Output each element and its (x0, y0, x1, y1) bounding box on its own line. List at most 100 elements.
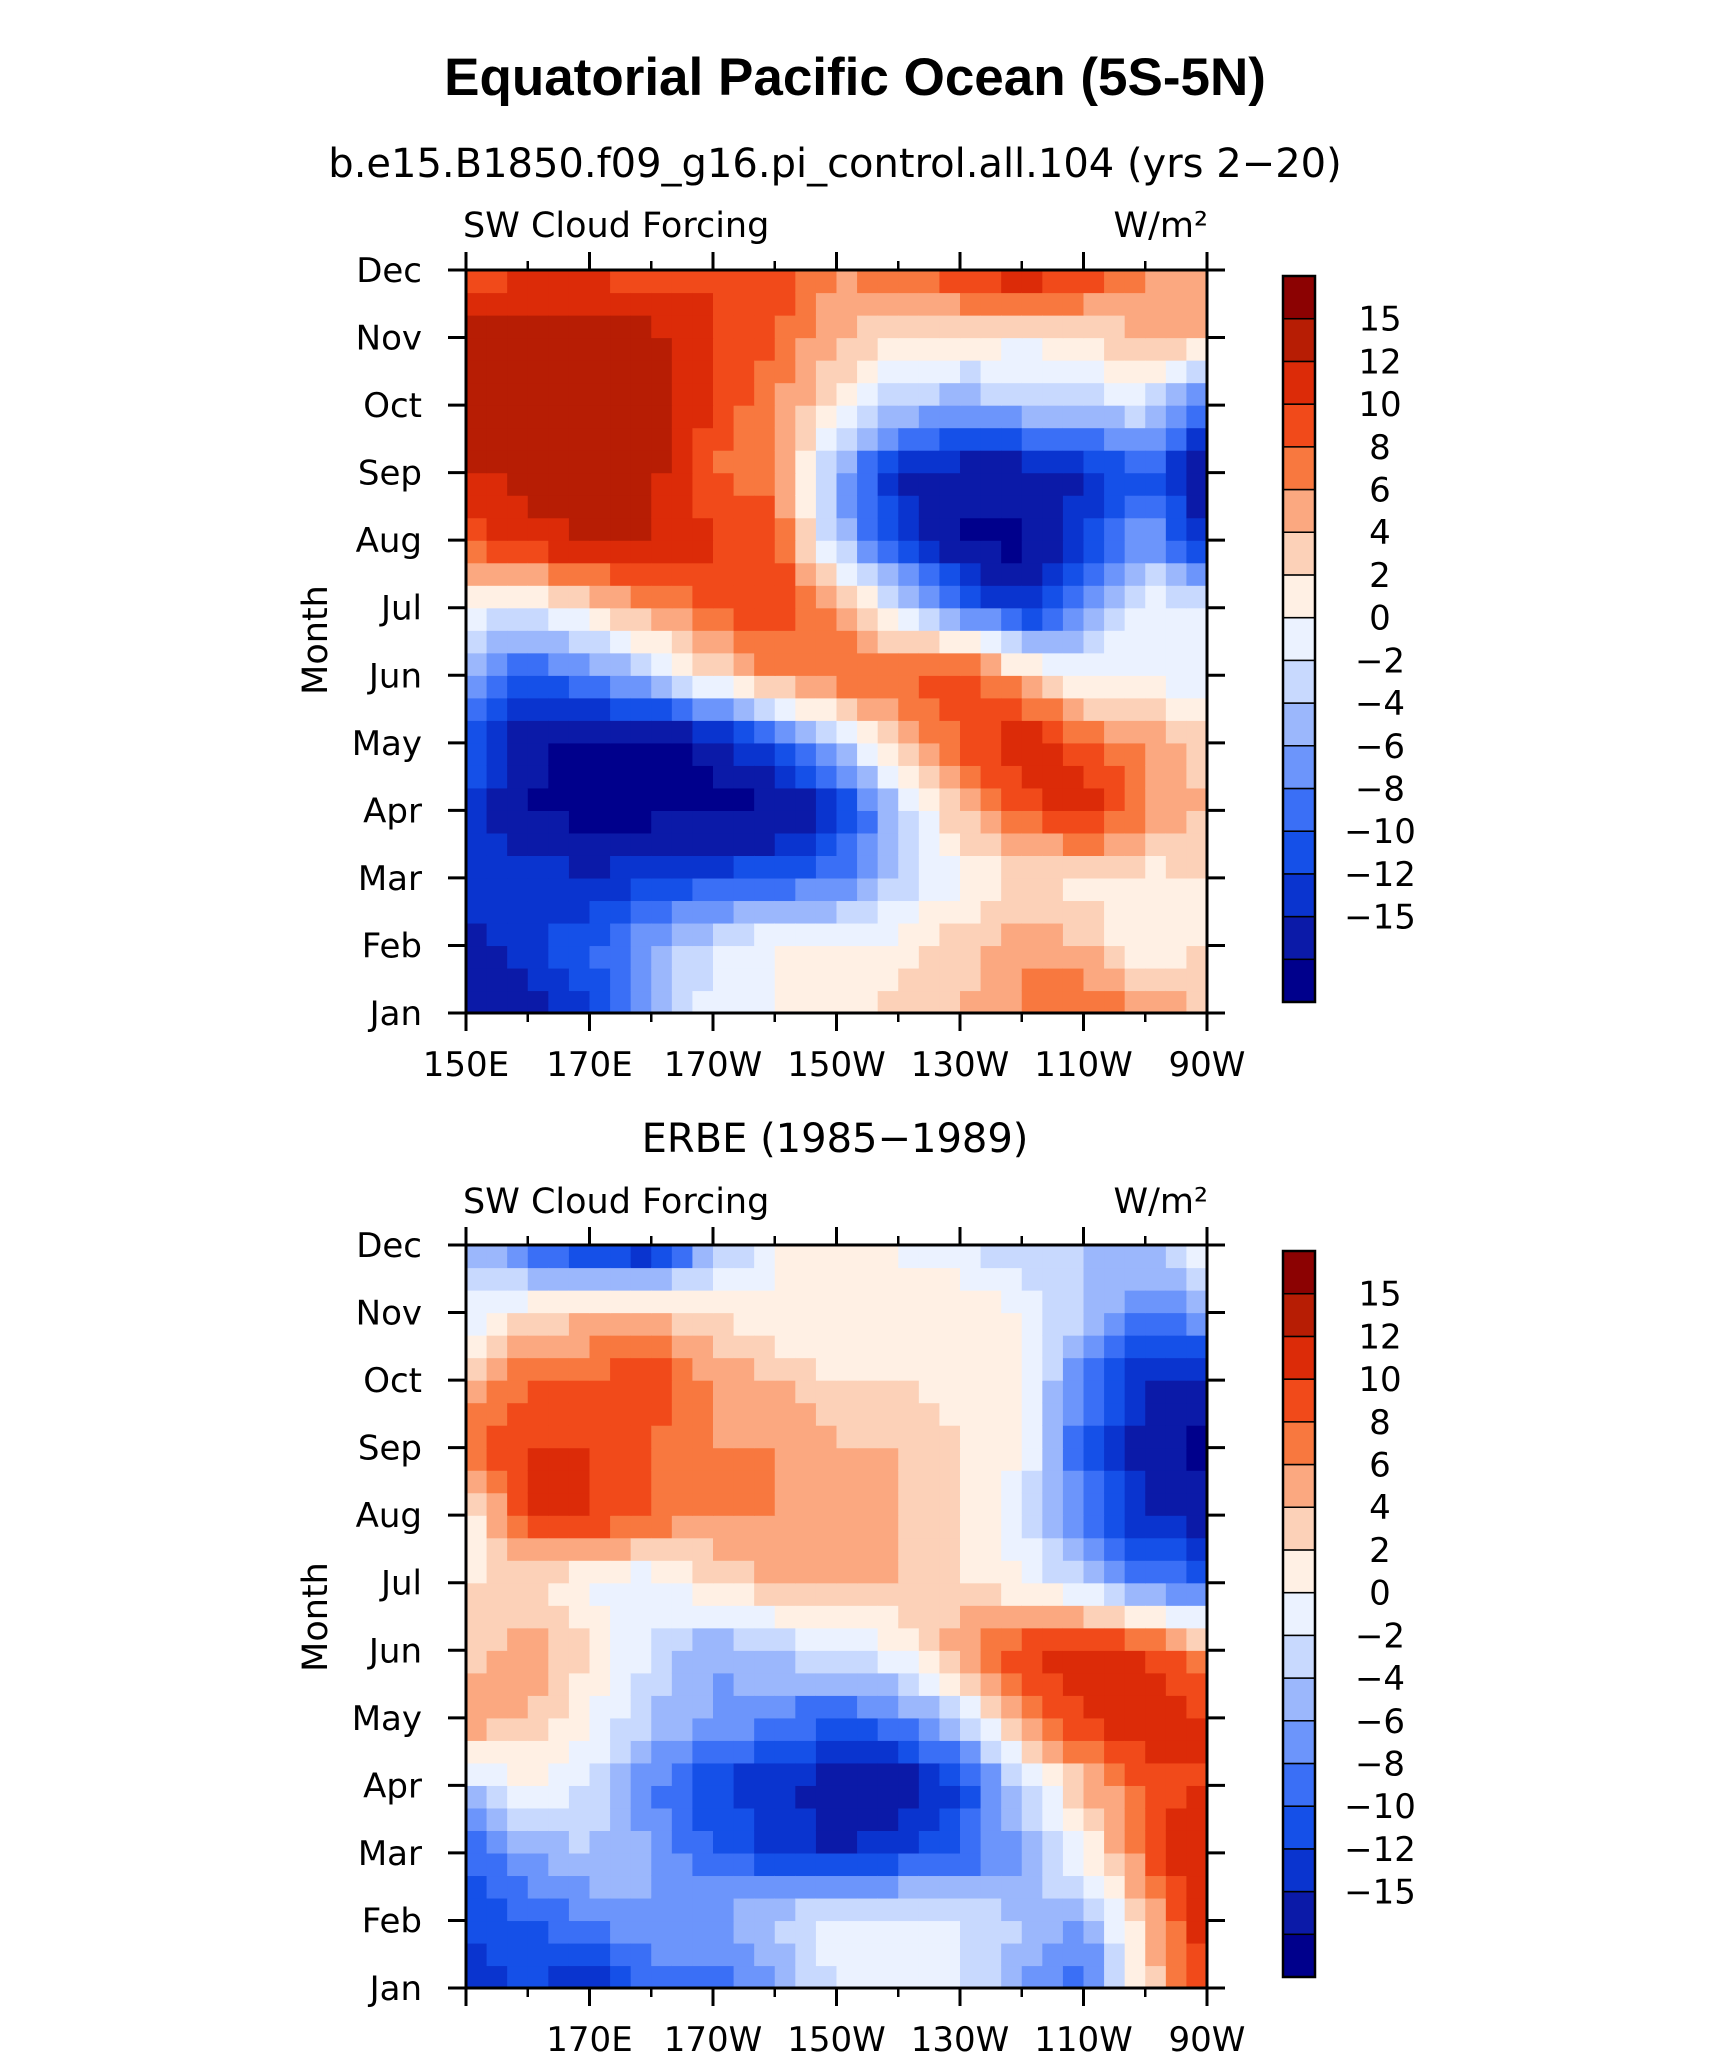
heatmap-cell (795, 1425, 817, 1449)
heatmap-cell (1145, 967, 1167, 992)
heatmap-cell (1062, 1965, 1085, 1989)
heatmap-cell (836, 630, 858, 654)
heatmap-cell (1062, 877, 1085, 902)
heatmap-cell (918, 1290, 941, 1314)
heatmap-cell (1021, 1695, 1043, 1719)
heatmap-cell (507, 1537, 529, 1561)
heatmap-cell (898, 1357, 920, 1381)
heatmap-cell (713, 450, 735, 474)
heatmap-cell (713, 720, 735, 744)
heatmap-cell (692, 1920, 714, 1944)
heatmap-cell (1001, 967, 1023, 992)
heatmap-cell (1083, 720, 1105, 744)
heatmap-cell (692, 315, 714, 339)
heatmap-cell (733, 900, 755, 924)
heatmap-cell (774, 1740, 796, 1764)
heatmap-cell (630, 855, 652, 879)
heatmap-cell (733, 922, 755, 947)
heatmap-cell (671, 270, 694, 294)
heatmap-cell (486, 1785, 508, 1809)
heatmap-cell (692, 990, 714, 1014)
heatmap-cell (1186, 652, 1208, 676)
colorbar-box (1282, 317, 1316, 363)
heatmap-cell (1104, 1537, 1126, 1561)
heatmap-cell (733, 405, 755, 429)
heatmap-cell (692, 1447, 714, 1471)
heatmap-cell (568, 990, 591, 1014)
heatmap-cell (1104, 652, 1126, 676)
heatmap-cell (857, 1425, 879, 1449)
heatmap-cell (713, 517, 735, 541)
heatmap-cell (815, 742, 838, 766)
heatmap-cell (836, 1920, 858, 1944)
heatmap-cell (1062, 292, 1085, 316)
heatmap-cell (1145, 540, 1167, 564)
heatmap-cell (486, 427, 508, 451)
heatmap-cell (1001, 742, 1023, 766)
heatmap-cell (671, 787, 694, 811)
heatmap-cell (857, 675, 879, 699)
heatmap-cell (733, 675, 755, 699)
heatmap-cell (1165, 315, 1188, 339)
heatmap-cell (1083, 1515, 1105, 1539)
heatmap-cell (815, 967, 838, 992)
heatmap-cell (568, 855, 591, 879)
heatmap-cell (980, 945, 1002, 969)
heatmap-cell (918, 787, 941, 811)
heatmap-cell (486, 540, 508, 564)
heatmap-cell (527, 382, 549, 406)
heatmap-cell (795, 517, 817, 541)
heatmap-cell (1186, 1290, 1208, 1314)
heatmap-cell (548, 607, 570, 631)
heatmap-cell (651, 1470, 673, 1494)
heatmap-cell (857, 1627, 879, 1651)
heatmap-cell (507, 1380, 529, 1404)
heatmap-cell (651, 337, 673, 361)
heatmap-cell (1001, 1357, 1023, 1381)
heatmap-cell (877, 517, 899, 541)
heatmap-cell (898, 1942, 920, 1967)
heatmap-cell (774, 472, 796, 496)
heatmap-cell (610, 1740, 632, 1764)
heatmap-cell (651, 832, 673, 856)
heatmap-cell (1165, 810, 1188, 834)
heatmap-cell (651, 1785, 673, 1809)
heatmap-cell (815, 922, 838, 947)
heatmap-cell (1124, 315, 1146, 339)
heatmap-cell (1186, 315, 1208, 339)
heatmap-cell (754, 810, 776, 834)
heatmap-cell (1042, 540, 1064, 564)
heatmap-cell (568, 877, 591, 902)
heatmap-cell (754, 1447, 776, 1471)
heatmap-cell (980, 1582, 1002, 1606)
heatmap-cell (1165, 1267, 1188, 1291)
heatmap-cell (795, 1447, 817, 1471)
heatmap-cell (1165, 1920, 1188, 1944)
colorbar-label: −12 (1344, 855, 1416, 895)
heatmap-cell (1021, 900, 1043, 924)
heatmap-cell (527, 1560, 549, 1584)
heatmap-cell (1165, 990, 1188, 1014)
heatmap-cell (692, 1762, 714, 1786)
heatmap-cell (589, 405, 611, 429)
heatmap-cell (630, 1605, 652, 1629)
heatmap-cell (857, 765, 879, 789)
heatmap-cell (507, 1605, 529, 1629)
heatmap-cell (692, 967, 714, 992)
heatmap-cell (527, 1312, 549, 1336)
heatmap-cell (671, 1627, 694, 1651)
heatmap-cell (733, 877, 755, 902)
heatmap-cell (815, 1740, 838, 1764)
heatmap-cell (671, 630, 694, 654)
heatmap-cell (1145, 855, 1167, 879)
heatmap-cell (713, 337, 735, 361)
heatmap-cell (898, 922, 920, 947)
heatmap-cell (980, 922, 1002, 947)
heatmap-cell (1104, 1897, 1126, 1922)
heatmap-cell (1165, 360, 1188, 384)
heatmap-cell (1186, 1875, 1208, 1899)
heatmap-cell (713, 900, 735, 924)
heatmap-cell (651, 1335, 673, 1359)
heatmap-cell (898, 1380, 920, 1404)
heatmap-cell (589, 720, 611, 744)
